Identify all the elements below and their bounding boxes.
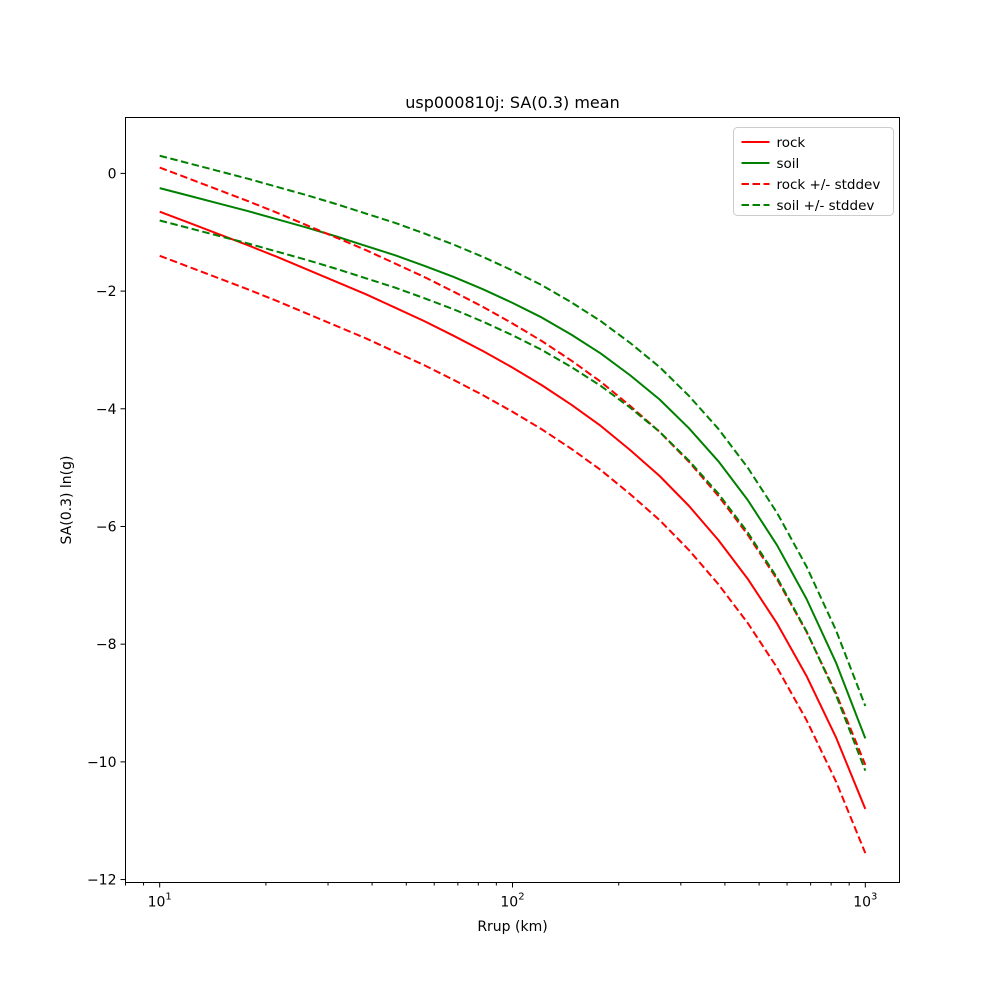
y-tick-label: −8 (96, 637, 117, 653)
soil-line (159, 187, 867, 739)
x-axis-label: Rrup (km) (477, 919, 547, 935)
axis-ticks: 101 102 103 0 −2 −4 −6 −8 −10 −12 (87, 166, 877, 910)
legend-entry-rock: rock (741, 135, 806, 151)
legend-entry-soil-stddev: soil +/- stddev (741, 198, 875, 214)
soil-stddev-lower-line (159, 219, 867, 772)
y-axis-label: SA(0.3) ln(g) (59, 456, 75, 545)
curves (159, 154, 867, 854)
x-tick-label: 102 (500, 892, 524, 911)
rock-line (159, 210, 867, 810)
x-tick-label: 103 (853, 892, 877, 911)
plot-area (125, 117, 900, 883)
chart-title: usp000810j: SA(0.3) mean (405, 93, 619, 112)
y-tick-label: 0 (108, 166, 117, 182)
rock-stddev-upper-line (159, 166, 867, 766)
rock-stddev-lower-line (159, 254, 867, 854)
y-tick-label: −6 (96, 519, 117, 535)
y-tick-label: −12 (87, 873, 117, 889)
legend-label-rock: rock (777, 135, 806, 151)
x-tick-label: 101 (148, 892, 172, 911)
y-tick-label: −2 (96, 284, 117, 300)
legend-entry-soil: soil (741, 156, 800, 172)
legend-frame (733, 127, 894, 216)
legend-label-rock-stddev: rock +/- stddev (777, 177, 881, 193)
legend-label-soil-stddev: soil +/- stddev (777, 198, 875, 214)
y-tick-label: −4 (96, 402, 117, 418)
y-tick-label: −10 (87, 755, 117, 771)
legend-label-soil: soil (777, 156, 800, 172)
legend: rock soil rock +/- stddev soil +/- stdde… (733, 127, 894, 216)
legend-entry-rock-stddev: rock +/- stddev (741, 177, 881, 193)
soil-stddev-upper-line (159, 154, 867, 707)
